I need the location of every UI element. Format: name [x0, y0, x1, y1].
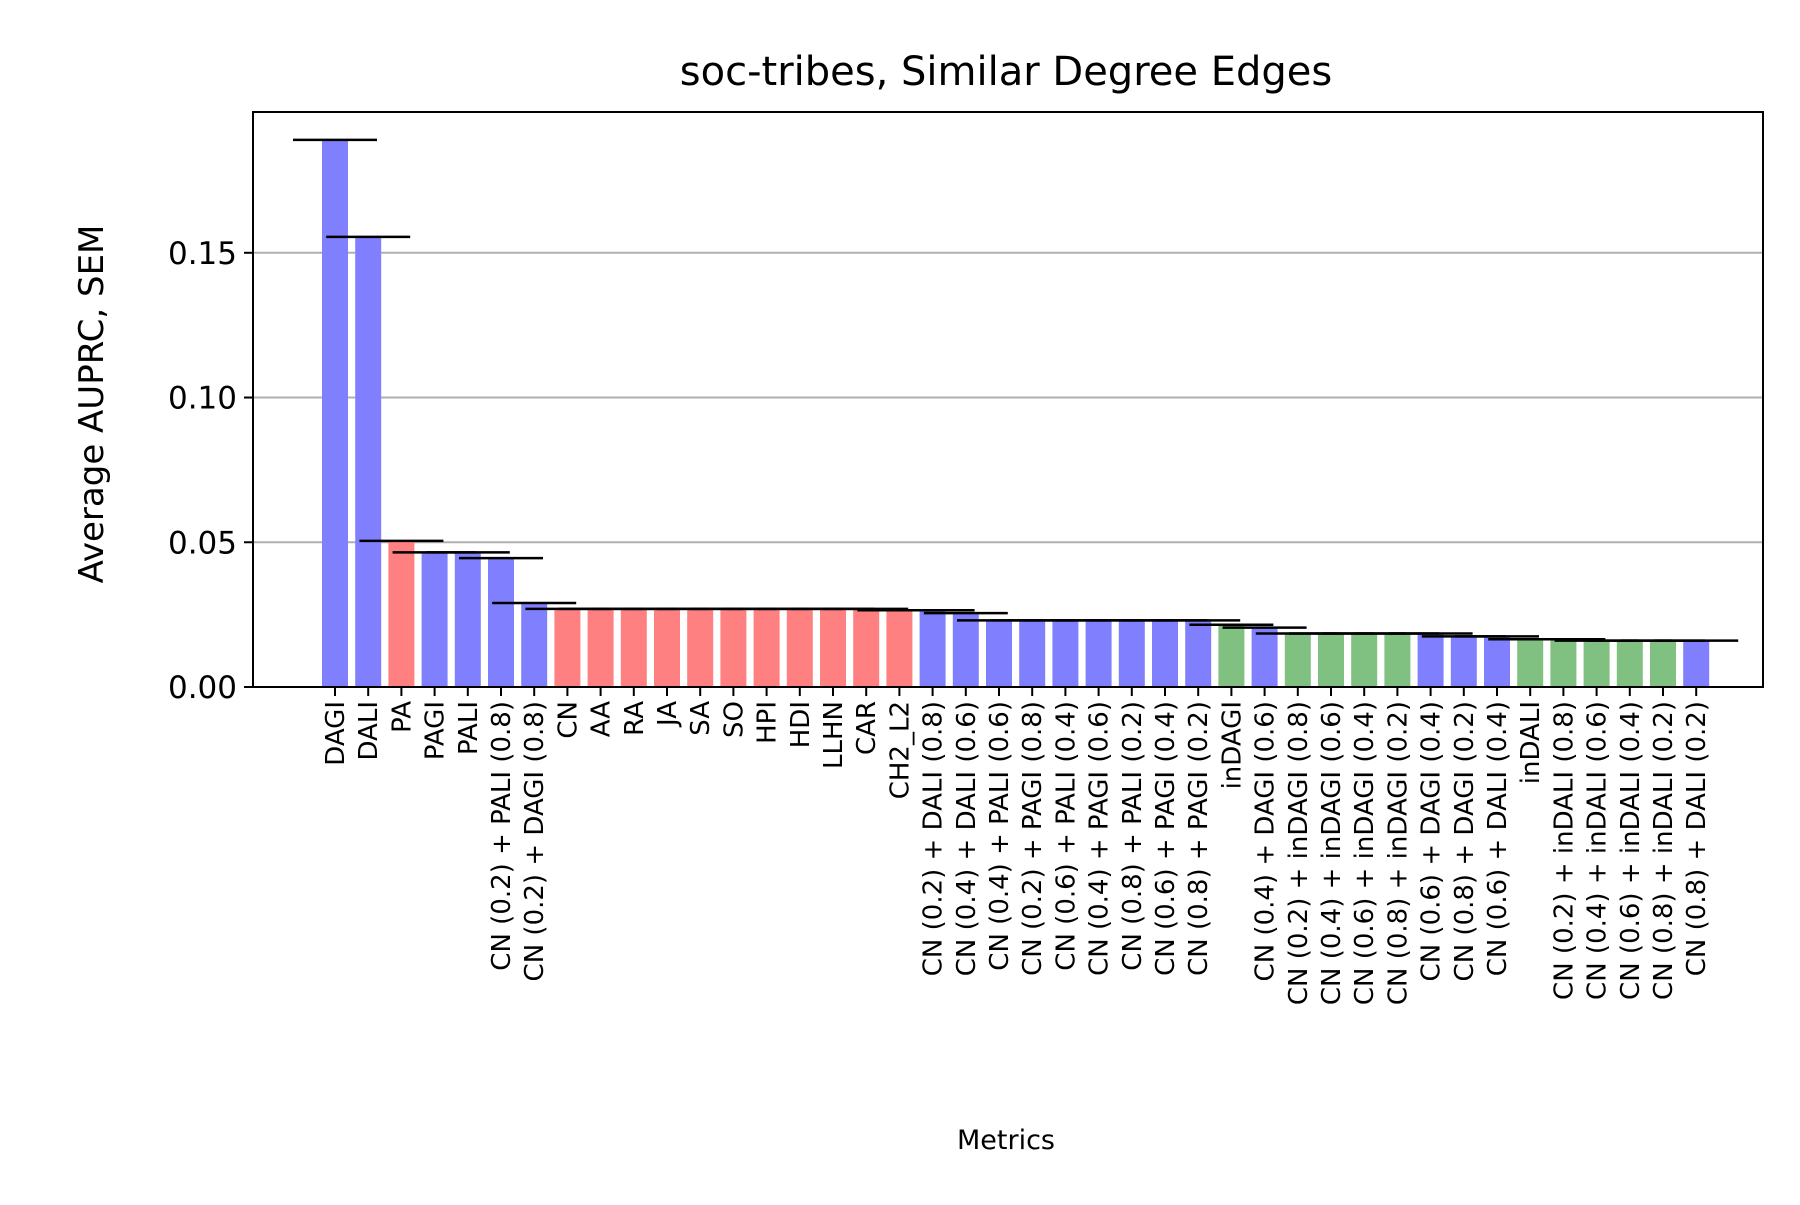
bar [687, 608, 714, 687]
bar [1517, 639, 1544, 687]
x-tick-label: CN [553, 701, 583, 739]
x-tick-label: CN (0.2) + PAGI (0.8) [1018, 701, 1048, 976]
x-tick-label: CN (0.6) + inDAGI (0.4) [1350, 701, 1380, 1005]
x-tick-label: inDALI [1516, 701, 1546, 784]
bar [720, 608, 747, 687]
x-tick-label: CN (0.8) + DALI (0.2) [1682, 701, 1712, 976]
x-tick-label: CN (0.4) + inDAGI (0.6) [1317, 701, 1347, 1005]
bar [1052, 620, 1079, 687]
bar [488, 558, 514, 687]
x-tick-label: CH2_L2 [885, 701, 915, 799]
x-axis-label: Metrics [957, 1125, 1055, 1156]
bar [886, 610, 913, 687]
y-tick-label: 0.05 [168, 525, 237, 561]
bar [1484, 636, 1510, 687]
x-tick-label: CN (0.2) + inDALI (0.8) [1549, 701, 1579, 1000]
x-tick-label: PALI [454, 701, 484, 755]
bar [388, 540, 415, 687]
x-tick-label: CN (0.6) + inDALI (0.4) [1616, 701, 1646, 1000]
bar [1152, 620, 1178, 687]
bar [1583, 640, 1610, 687]
bar [1185, 620, 1212, 687]
bar [322, 139, 348, 688]
bar [1550, 639, 1577, 687]
x-tick-label: CN (0.8) + inDALI (0.2) [1649, 701, 1679, 1000]
bar [1251, 627, 1278, 687]
x-tick-label: CN (0.8) + DAGI (0.2) [1450, 701, 1480, 981]
x-tick-label: CN (0.8) + PALI (0.2) [1118, 701, 1148, 971]
x-tick-label: LLHN [819, 701, 849, 769]
x-tick-label: CN (0.4) + inDALI (0.6) [1583, 701, 1613, 1000]
bar [1384, 633, 1411, 687]
bar [1417, 633, 1444, 687]
x-tick-label: CN (0.4) + PAGI (0.6) [1085, 701, 1115, 976]
bar [521, 603, 548, 687]
plot-frame [252, 111, 1764, 688]
x-tick-label: JA [653, 701, 683, 728]
bar [654, 608, 680, 687]
bar [1351, 633, 1378, 687]
chart-title: soc-tribes, Similar Degree Edges [680, 49, 1332, 95]
x-tick-label: CN (0.6) + DAGI (0.4) [1417, 701, 1447, 981]
bar [1318, 633, 1344, 687]
y-axis-label: Average AUPRC, SEM [72, 225, 112, 584]
bar [919, 610, 946, 687]
x-tick-label: HPI [753, 701, 783, 744]
x-tick-label: CN (0.4) + PALI (0.6) [985, 701, 1015, 971]
bar [986, 620, 1012, 687]
x-tick-label: HDI [786, 701, 816, 748]
y-tick-label: 0.10 [168, 381, 237, 417]
x-tick-label: AA [587, 701, 617, 738]
x-tick-label: CN (0.6) + PAGI (0.4) [1151, 701, 1181, 976]
x-tick-label: inDAGI [1217, 701, 1247, 789]
bar [820, 608, 846, 687]
x-tick-label: CN (0.4) + DAGI (0.6) [1251, 701, 1281, 981]
bar [421, 552, 448, 687]
bar [1616, 640, 1643, 687]
bar [1085, 620, 1112, 687]
x-tick-label: CN (0.2) + PALI (0.8) [487, 701, 517, 971]
bar [620, 608, 647, 687]
bar [853, 608, 880, 687]
x-tick-label: CN (0.2) + DALI (0.8) [919, 701, 949, 976]
x-tick-label: RA [620, 701, 650, 736]
bar [1683, 640, 1710, 687]
error-bars [293, 138, 1739, 642]
bar [1650, 640, 1676, 687]
x-tick-label: CN (0.8) + PAGI (0.2) [1184, 701, 1214, 976]
x-tick-label: CN (0.2) + inDAGI (0.8) [1284, 701, 1314, 1005]
bars [322, 139, 1710, 688]
x-axis: DAGI DALI PA PAGI PALI CN (0.2) + PALI (0.8) C… [321, 687, 1712, 1005]
x-tick-label: CAR [852, 701, 882, 755]
y-axis: 0.00 0.05 0.10 0.15 [168, 236, 253, 706]
y-tick-label: 0.00 [168, 670, 237, 706]
x-tick-label: CN (0.2) + DAGI (0.8) [520, 701, 550, 981]
x-tick-label: CN (0.6) + DALI (0.4) [1483, 701, 1513, 976]
x-tick-label: CN (0.6) + PALI (0.4) [1051, 701, 1081, 971]
bar [952, 613, 979, 687]
x-tick-label: SA [686, 701, 716, 736]
bar [1450, 636, 1477, 687]
bar [1218, 624, 1245, 687]
bar [454, 552, 481, 687]
bar [1284, 633, 1311, 687]
bar [587, 608, 614, 687]
x-tick-label: DAGI [321, 701, 351, 766]
x-tick-label: PAGI [421, 701, 451, 760]
y-tick-label: 0.15 [168, 236, 237, 272]
bar [1118, 620, 1145, 687]
bar [1019, 620, 1046, 687]
bar [753, 608, 780, 687]
x-tick-label: PA [387, 701, 417, 733]
bar [786, 608, 813, 687]
bar [355, 236, 382, 688]
bar [554, 608, 581, 687]
x-tick-label: CN (0.8) + inDAGI (0.2) [1383, 701, 1413, 1005]
grid-lines [253, 251, 1763, 544]
x-tick-label: DALI [354, 701, 384, 761]
x-tick-label: SO [719, 701, 749, 738]
x-tick-label: CN (0.4) + DALI (0.6) [952, 701, 982, 976]
